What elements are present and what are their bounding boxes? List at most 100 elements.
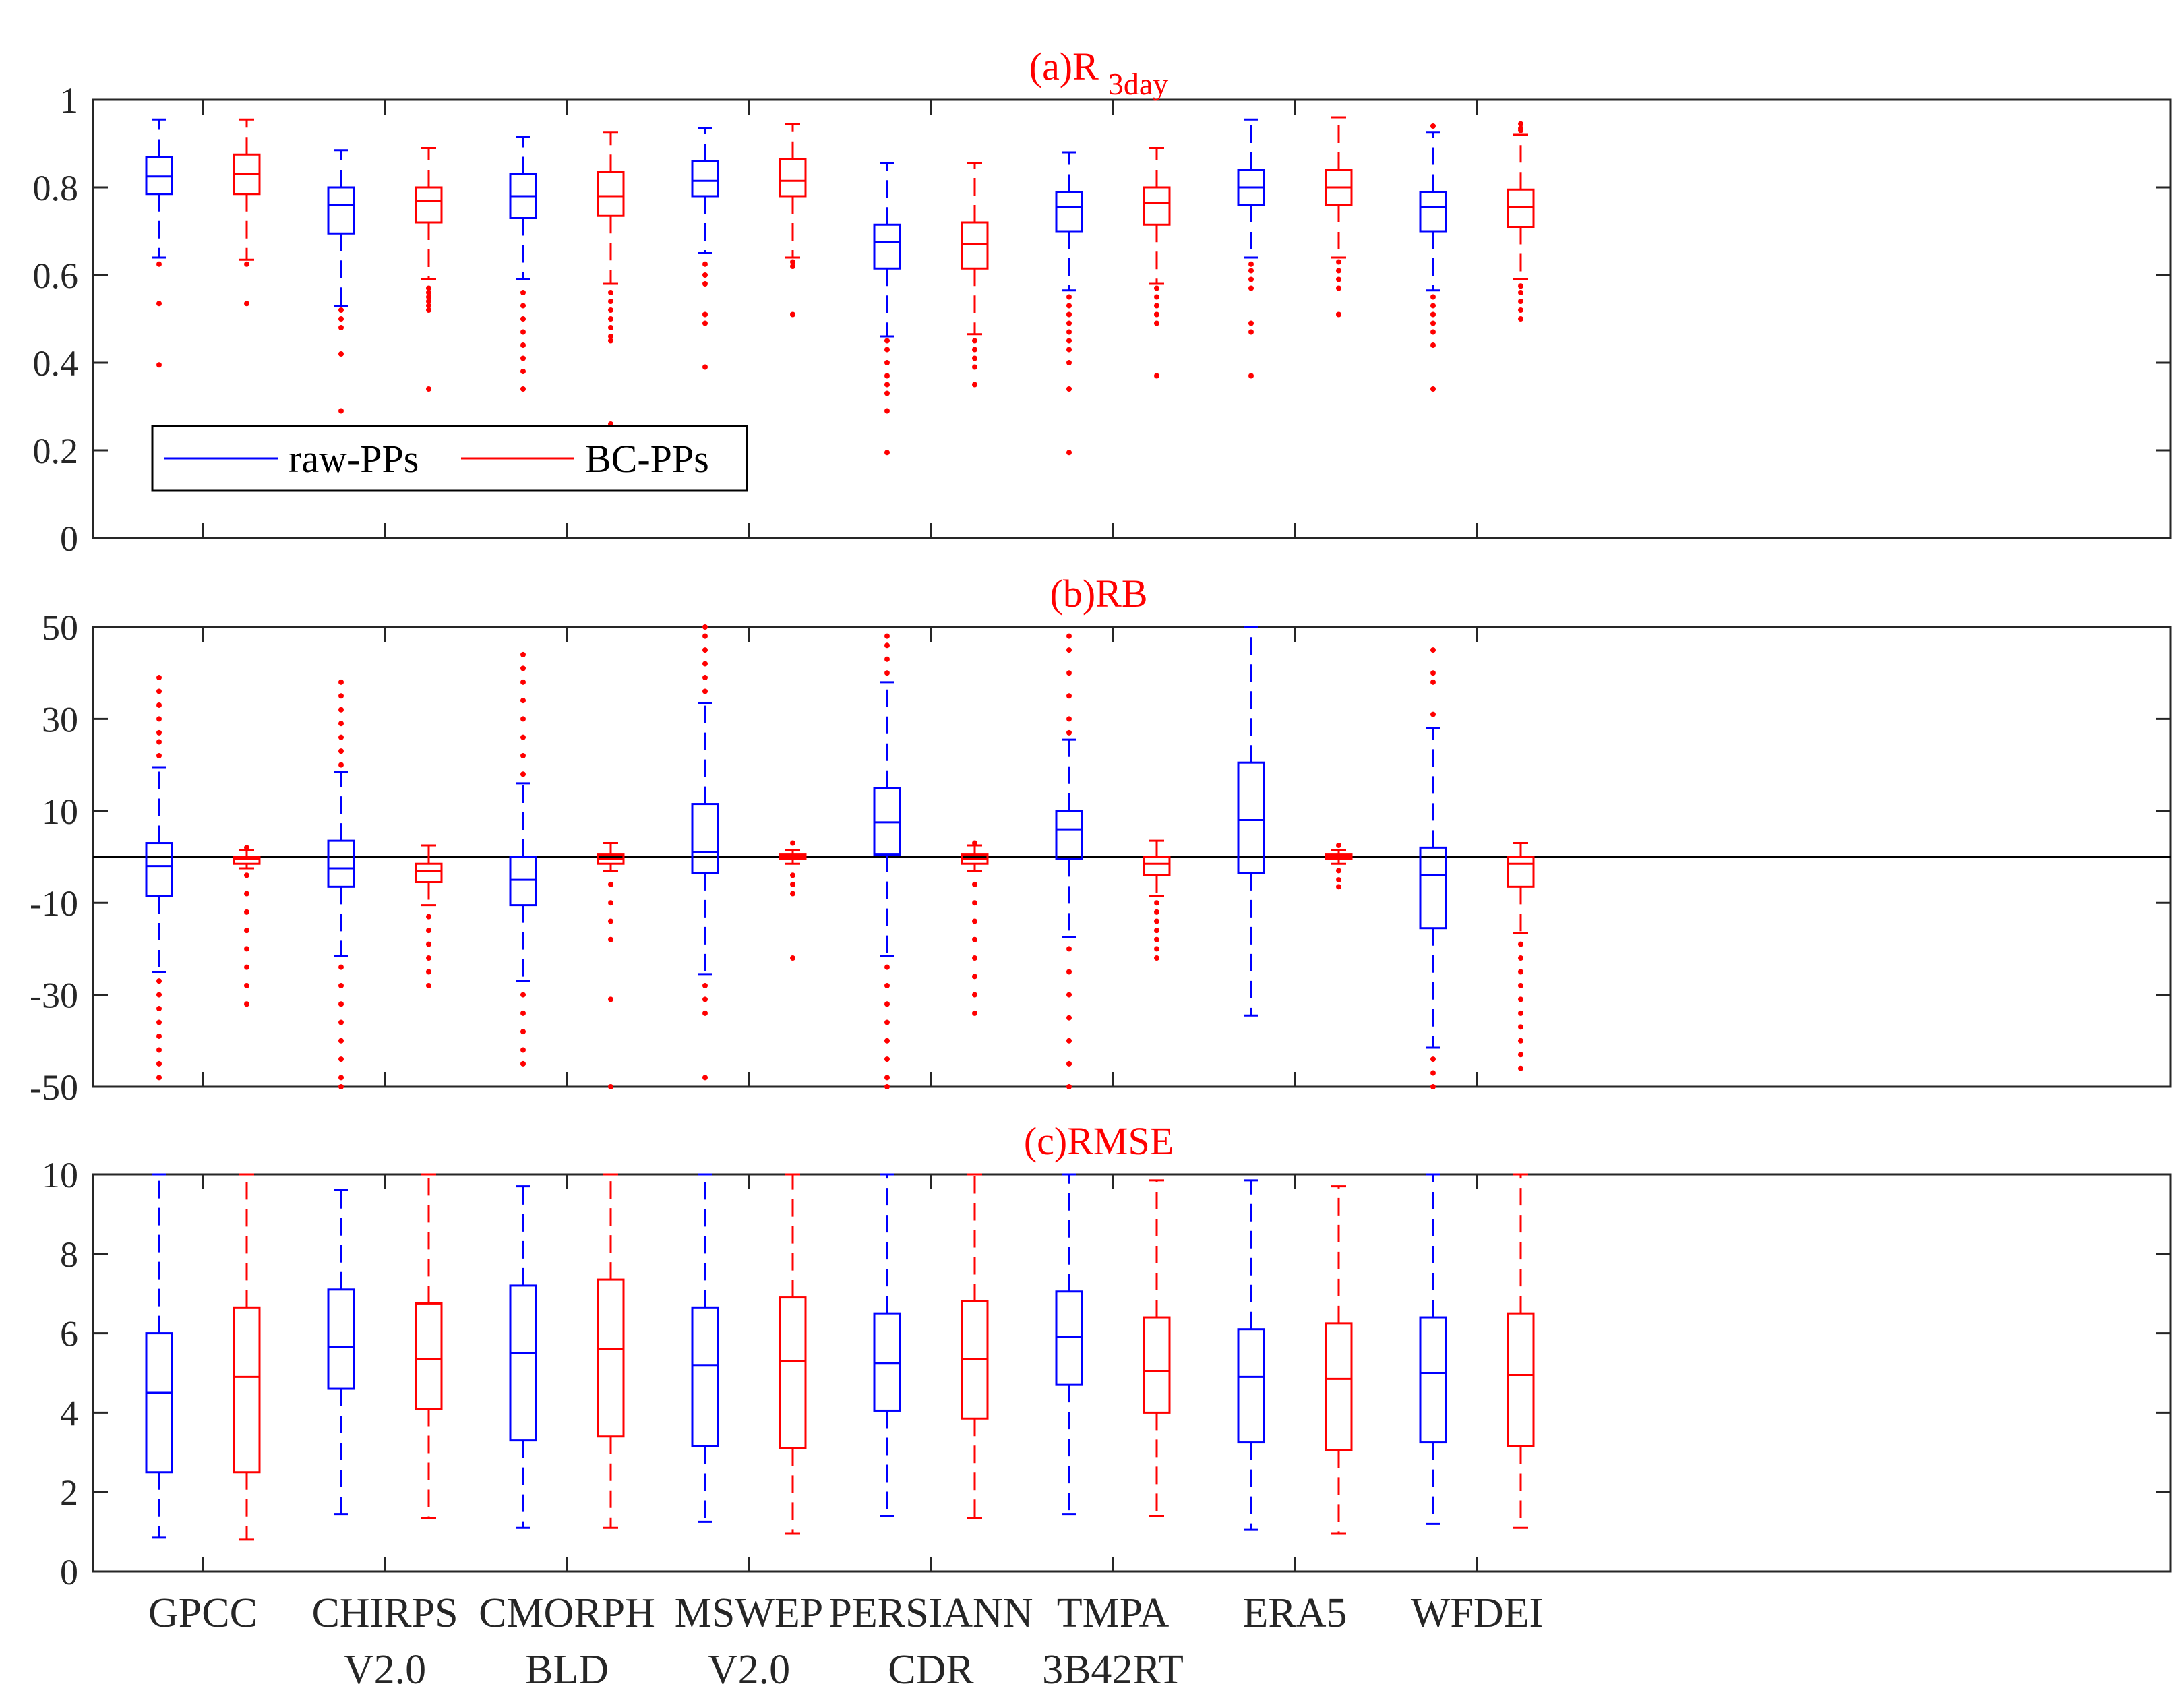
iqr-box (1143, 1316, 1171, 1414)
outlier-point (338, 316, 344, 322)
outlier-point (1430, 711, 1436, 717)
outlier-point (156, 716, 162, 722)
outlier-point (1518, 316, 1523, 322)
outlier-point (1430, 679, 1436, 685)
outlier-point (1518, 982, 1523, 988)
category-label-line1: CHIRPS (311, 1590, 458, 1636)
outlier-point (426, 955, 431, 961)
outlier-point (520, 651, 526, 657)
outlier-point (972, 1010, 977, 1016)
outlier-point (1518, 1024, 1523, 1030)
outlier-point (1066, 946, 1072, 952)
bc-box-1 (415, 147, 443, 392)
outlier-point (156, 992, 162, 998)
outlier-point (426, 969, 431, 975)
outlier-point (790, 891, 795, 897)
outlier-point (884, 642, 890, 649)
outlier-point (520, 1029, 526, 1035)
outlier-point (1154, 918, 1159, 924)
outlier-point (520, 342, 526, 348)
outlier-point (520, 716, 526, 722)
outlier-point (156, 688, 162, 694)
outlier-point (884, 347, 890, 353)
outlier-point (1430, 1070, 1436, 1076)
iqr-box (1055, 191, 1083, 233)
outlier-point (1518, 955, 1523, 961)
outlier-point (790, 840, 795, 846)
raw-box-1 (327, 679, 355, 1089)
y-tick-label: 0 (60, 518, 78, 559)
outlier-point (520, 698, 526, 704)
outlier-point (972, 338, 977, 344)
outlier-point (884, 656, 890, 662)
outlier-point (1248, 320, 1254, 326)
raw-box-4 (873, 1173, 901, 1518)
outlier-point (1066, 294, 1072, 300)
category-label-line2: V2.0 (708, 1647, 790, 1693)
iqr-box (597, 171, 625, 217)
outlier-point (972, 364, 977, 370)
iqr-box (1325, 1322, 1353, 1451)
outlier-point (884, 633, 890, 639)
outlier-point (1248, 268, 1254, 274)
outlier-point (884, 450, 890, 456)
panel-b: -50 -30 -10 10 30 50 (b)RB (30, 572, 2172, 1108)
outlier-point (608, 996, 613, 1002)
iqr-box (1237, 761, 1265, 874)
panel-a: 0 0.2 0.4 0.6 0.8 1 (a)R 3day (33, 44, 2172, 559)
outlier-point (972, 900, 977, 906)
iqr-box (233, 1306, 261, 1474)
outlier-point (338, 721, 344, 727)
outlier-point (1154, 900, 1159, 906)
outlier-point (1248, 261, 1254, 267)
outlier-point (520, 771, 526, 777)
iqr-box (509, 856, 537, 907)
outlier-point (608, 316, 613, 322)
bc-box-5 (1143, 1179, 1171, 1518)
y-tick-label: 8 (60, 1234, 78, 1275)
outlier-point (1518, 1052, 1523, 1058)
outlier-point (1336, 877, 1341, 883)
raw-box-6 (1237, 626, 1265, 1017)
outlier-point (426, 914, 431, 920)
outlier-point (338, 982, 344, 988)
outlier-point (156, 1047, 162, 1053)
panel-a-title: (a)R 3day (1029, 44, 1168, 101)
outlier-point (338, 351, 344, 357)
outlier-point (1154, 928, 1159, 934)
panels-layer: 0 0.2 0.4 0.6 0.8 1 (a)R 3day -50 -30 -10 10 30 50 (b)… (30, 44, 2172, 1592)
bc-box-6 (1325, 116, 1353, 318)
outlier-point (884, 1001, 890, 1007)
outlier-point (972, 936, 977, 942)
outlier-point (1518, 299, 1523, 304)
outlier-point (972, 918, 977, 924)
outlier-point (1066, 338, 1072, 344)
outlier-point (338, 1001, 344, 1007)
outlier-point (972, 382, 977, 388)
panel-a-frame (92, 98, 2172, 539)
outlier-point (1066, 633, 1072, 639)
outlier-point (884, 964, 890, 970)
outlier-point (608, 338, 613, 344)
outlier-point (608, 1084, 613, 1089)
panel-title-text: (a)R (1029, 44, 1099, 88)
outlier-point (244, 301, 249, 307)
outlier-point (1248, 285, 1254, 291)
outlier-point (884, 390, 890, 396)
iqr-box (327, 186, 355, 235)
outlier-point (156, 1033, 162, 1039)
outlier-point (702, 261, 708, 267)
outlier-point (520, 386, 526, 392)
outlier-point (156, 301, 162, 307)
iqr-box (1419, 846, 1447, 930)
raw-box-1 (327, 149, 355, 414)
outlier-point (702, 1010, 708, 1016)
bc-box-2 (597, 842, 625, 1089)
outlier-point (1066, 1015, 1072, 1021)
outlier-point (1336, 276, 1341, 282)
outlier-point (156, 261, 162, 267)
outlier-point (972, 347, 977, 353)
outlier-point (884, 982, 890, 988)
outlier-point (702, 633, 708, 639)
